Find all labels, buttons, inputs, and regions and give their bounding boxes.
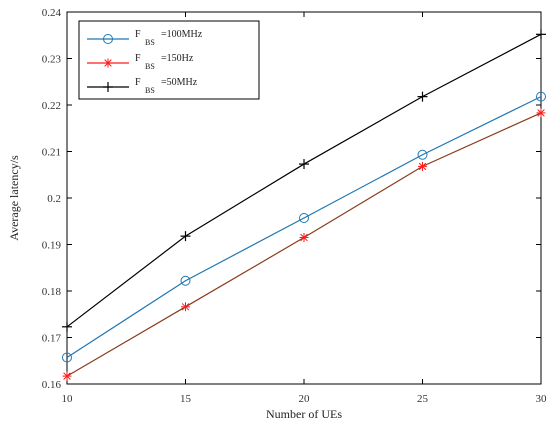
asterisk-marker-stroke [418, 162, 427, 171]
x-tick-label: 15 [180, 393, 192, 405]
y-tick-label: 0.23 [42, 54, 62, 66]
data-point-series-1 [418, 161, 427, 171]
data-point-series-2 [180, 231, 191, 242]
data-point-series-0 [417, 149, 428, 160]
y-tick-label: 0.21 [42, 147, 61, 159]
legend-label-main: F [135, 53, 141, 64]
circle-marker [103, 34, 113, 44]
x-tick-label: 30 [536, 393, 548, 405]
x-tick-label: 25 [417, 393, 429, 405]
legend-label-rest: =100MHz [161, 29, 203, 40]
series-layer [62, 29, 546, 381]
circle-marker-shape [180, 275, 191, 286]
asterisk-marker-stroke [300, 233, 308, 242]
data-point-series-0 [536, 91, 546, 102]
series-line-0 [66, 96, 542, 358]
legend-label-sub: BS [145, 62, 155, 71]
asterisk-marker-stroke [63, 372, 71, 380]
circle-marker-shape [299, 212, 309, 223]
y-tick-label: 0.18 [42, 286, 62, 298]
data-point-series-0 [299, 212, 309, 223]
data-point-series-1 [181, 302, 190, 312]
asterisk-marker [103, 58, 113, 68]
y-tick-label: 0.24 [42, 7, 62, 19]
legend-label-rest: =150Hz [161, 53, 194, 64]
y-tick-label: 0.16 [42, 379, 62, 391]
y-tick-label: 0.2 [47, 193, 61, 205]
legend-label-rest: =50MHz [161, 77, 198, 88]
data-point-series-1 [62, 371, 72, 381]
data-point-series-1 [536, 108, 546, 118]
data-point-series-0 [62, 352, 72, 363]
y-axis-label: Average latency/s [7, 155, 21, 241]
asterisk-marker-stroke [104, 59, 112, 67]
asterisk-marker-stroke [181, 303, 190, 311]
data-point-series-2 [536, 29, 546, 40]
legend-box [78, 20, 260, 100]
legend-label-main: F [135, 77, 141, 88]
legend-label-main: F [135, 29, 141, 40]
x-tick-label: 20 [299, 393, 311, 405]
x-tick-label: 10 [62, 393, 74, 405]
circle-marker-shape [417, 149, 428, 160]
legend: F BS =100MHz F BS =150Hz F BS =50MHz [78, 20, 260, 100]
circle-marker-shape [103, 34, 113, 44]
legend-label-sub: BS [145, 86, 155, 95]
asterisk-marker-stroke [537, 109, 545, 117]
legend-label-sub: BS [145, 38, 155, 47]
data-point-series-2 [417, 91, 428, 102]
plus-marker [103, 82, 113, 92]
y-tick-label: 0.17 [42, 333, 62, 345]
data-point-series-1 [299, 233, 309, 243]
y-axis: 0.16 0.17 0.18 0.19 0.2 0.21 0.22 0.23 0.24 [42, 7, 541, 391]
circle-marker-shape [536, 91, 546, 102]
x-axis-label: Number of UEs [266, 407, 342, 421]
y-tick-label: 0.19 [42, 240, 62, 252]
data-point-series-2 [299, 159, 309, 170]
circle-marker-shape [62, 352, 72, 363]
y-tick-label: 0.22 [42, 100, 61, 112]
data-point-series-2 [62, 321, 72, 332]
data-point-series-0 [180, 275, 191, 286]
